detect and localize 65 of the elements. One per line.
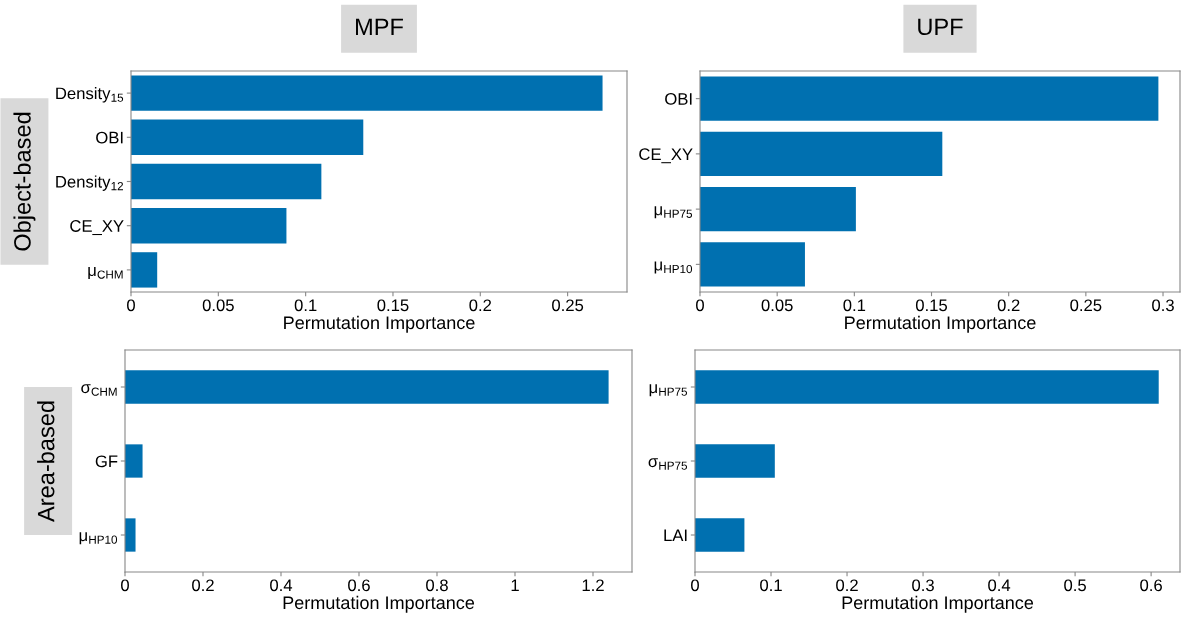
x-tick-label: 0.2 <box>836 579 858 592</box>
y-tick-label: OBI <box>665 93 692 105</box>
x-tick-label: 0.5 <box>1064 579 1086 592</box>
x-tick-label: 0.25 <box>552 299 584 312</box>
bar <box>125 370 609 404</box>
x-tick-label: 0 <box>127 299 135 312</box>
y-tick-label: μ$_{CHM}$ <box>88 267 123 280</box>
y-tick-label: μ$_{HP10}$ <box>654 261 693 274</box>
y-tick-label: LAI <box>664 529 687 542</box>
x-tick-label: 0.3 <box>912 579 934 592</box>
bar <box>125 444 143 478</box>
y-tick-label: Density$_{15}$ <box>56 87 124 103</box>
x-tick-label: 0.1 <box>843 299 866 312</box>
y-axis-title: Area-based <box>37 401 55 522</box>
y-tick-label: μ$_{HP75}$ <box>654 206 693 219</box>
x-tick-label: 0.25 <box>1070 299 1102 312</box>
x-tick-label: 0.15 <box>377 299 409 312</box>
bar <box>125 518 136 552</box>
y-tick-label: σ$_{HP75}$ <box>648 458 688 470</box>
x-tick-label: 0.8 <box>426 579 448 592</box>
x-tick-label: 0.2 <box>469 299 492 312</box>
x-tick-label: 0.05 <box>761 299 793 312</box>
bar <box>131 252 158 288</box>
x-tick-label: 1 <box>511 579 519 592</box>
x-tick-label: 0 <box>121 579 129 592</box>
x-tick-label: 0.2 <box>997 299 1020 312</box>
x-tick-label: 0.15 <box>915 299 948 312</box>
x-tick-label: 0.1 <box>760 579 782 592</box>
bar <box>700 242 805 287</box>
x-tick-label: 0.4 <box>988 579 1011 592</box>
y-tick-label: CE_XY <box>70 220 124 236</box>
bar <box>695 444 775 478</box>
x-tick-label: 0.1 <box>294 299 317 312</box>
x-axis-title: Permutation Importance <box>283 595 475 613</box>
x-tick-label: 0.4 <box>270 579 293 592</box>
y-tick-label: μ$_{HP75}$ <box>649 384 688 397</box>
y-tick-label: Density$_{12}$ <box>56 175 124 191</box>
x-tick-label: 0.05 <box>202 299 234 312</box>
bar <box>695 370 1159 404</box>
x-tick-label: 0.6 <box>1140 579 1162 592</box>
bar <box>131 208 287 244</box>
bar <box>131 75 603 111</box>
x-axis-title: Permutation Importance <box>284 315 475 333</box>
x-tick-label: 0.2 <box>192 579 214 592</box>
x-tick-label: 0.6 <box>348 579 370 592</box>
x-tick-label: 0.3 <box>1152 299 1174 312</box>
y-tick-label: μ$_{HP10}$ <box>79 532 118 545</box>
y-axis-title: Object-based <box>13 112 36 251</box>
y-tick-label: CE_XY <box>639 148 693 164</box>
chart-title: UPF <box>918 18 963 36</box>
y-tick-label: σ$_{CHM}$ <box>81 384 117 396</box>
bar <box>131 163 322 200</box>
x-axis-title: Permutation Importance <box>845 315 1036 333</box>
x-tick-label: 1.2 <box>582 579 604 592</box>
bar <box>700 187 856 232</box>
chart-title: MPF <box>356 18 403 35</box>
y-tick-label: OBI <box>96 131 123 144</box>
x-axis-title: Permutation Importance <box>842 595 1034 613</box>
bar <box>700 76 1159 121</box>
x-tick-label: 0 <box>691 579 699 592</box>
x-tick-label: 0 <box>696 299 704 312</box>
y-tick-label: GF <box>95 455 118 468</box>
bar <box>695 518 745 552</box>
bar <box>700 131 943 176</box>
bar <box>131 119 364 155</box>
